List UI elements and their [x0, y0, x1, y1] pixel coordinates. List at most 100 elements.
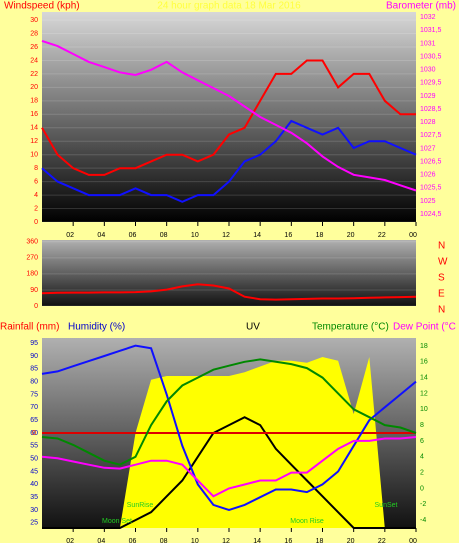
x-tick-label: 14	[253, 538, 261, 543]
y-tick-label: 28	[30, 30, 38, 37]
x-tick-label: 02	[66, 232, 74, 239]
direction-label: E	[438, 289, 445, 300]
x-tick-label: 20	[347, 538, 355, 543]
y2-tick-label: 14	[420, 374, 428, 381]
y-tick-label: 90	[30, 287, 38, 294]
y2-tick-label: -4	[420, 517, 426, 524]
y-tick-label: 14	[30, 125, 38, 132]
x-tick-label: 18	[316, 232, 324, 239]
series-line	[41, 436, 417, 498]
x-tick-label: 16	[284, 232, 292, 239]
y2-tick-label: 1025,5	[420, 185, 442, 192]
x-tick-label: 18	[316, 538, 324, 543]
y-tick-label: 45	[30, 468, 38, 475]
y2-tick-label: 1028	[420, 119, 436, 126]
y-tick-label: 12	[30, 138, 38, 145]
y2-tick-label: -2	[420, 501, 426, 508]
y-tick-label: 75	[30, 391, 38, 398]
y2-tick-label: 1024,5	[420, 211, 442, 218]
x-tick-label: 10	[191, 232, 199, 239]
x-tick-label: 16	[284, 538, 292, 543]
x-tick-label: 08	[160, 232, 168, 239]
x-tick-label: 20	[347, 232, 355, 239]
direction-label: N	[438, 241, 445, 252]
x-tick-label: 12	[222, 538, 230, 543]
x-tick-label: 04	[97, 538, 105, 543]
annotation: Moon Rise	[290, 518, 324, 525]
axis-title: Windspeed (kph)	[4, 1, 80, 12]
y-tick-label: 18	[30, 98, 38, 105]
y-tick-label: 30	[30, 17, 38, 24]
y-tick-label: 270	[26, 255, 38, 262]
rain-tick-label: 0	[32, 430, 36, 437]
chart-title: 24 hour graph data 18 Mar 2016	[157, 1, 301, 12]
axis-title: Humidity (%)	[68, 322, 125, 333]
y-tick-label: 50	[30, 456, 38, 463]
series-line	[41, 344, 417, 512]
x-tick-label: 08	[160, 538, 168, 543]
y-tick-label: 30	[30, 507, 38, 514]
y2-tick-label: 1027	[420, 145, 436, 152]
y-tick-label: 90	[30, 353, 38, 360]
y-tick-label: 70	[30, 404, 38, 411]
y2-tick-label: 1032	[420, 14, 436, 21]
series-line	[41, 283, 417, 301]
series-line	[41, 119, 417, 203]
y2-tick-label: 1030	[420, 67, 436, 74]
x-tick-label: 02	[66, 538, 74, 543]
y-tick-label: 180	[26, 271, 38, 278]
x-tick-label: 00	[409, 538, 417, 543]
axis-title: Barometer (mb)	[386, 1, 456, 12]
annotation: SunRise	[127, 502, 154, 509]
axis-title: Rainfall (mm)	[0, 322, 59, 333]
axis-title: Temperature (°C)	[312, 322, 389, 333]
y2-tick-label: 16	[420, 359, 428, 366]
y-tick-label: 360	[26, 239, 38, 246]
panel-wind	[42, 12, 416, 222]
y2-tick-label: 4	[420, 454, 424, 461]
annotation: SunSet	[375, 502, 398, 509]
y-tick-label: 25	[30, 520, 38, 527]
y2-tick-label: 1029	[420, 93, 436, 100]
series-line	[41, 358, 417, 466]
y-tick-label: 8	[34, 165, 38, 172]
y-tick-label: 6	[34, 178, 38, 185]
x-tick-label: 00	[409, 232, 417, 239]
y2-tick-label: 1030,5	[420, 53, 442, 60]
y2-tick-label: 1025	[420, 198, 436, 205]
y-tick-label: 24	[30, 57, 38, 64]
y-tick-label: 20	[30, 84, 38, 91]
y-tick-label: 35	[30, 494, 38, 501]
x-tick-label: 06	[129, 538, 137, 543]
x-tick-label: 22	[378, 538, 386, 543]
y2-tick-label: 10	[420, 406, 428, 413]
series-line	[41, 59, 416, 176]
x-tick-label: 04	[97, 232, 105, 239]
y-tick-label: 40	[30, 481, 38, 488]
direction-label: W	[438, 257, 448, 268]
axis-title: Dew Point (°C	[393, 322, 456, 333]
direction-label: N	[438, 305, 445, 316]
y-tick-label: 0	[34, 303, 38, 310]
y-tick-label: 60	[30, 430, 38, 437]
panel-direction	[42, 240, 416, 306]
y-tick-label: 95	[30, 340, 38, 347]
series-line	[41, 39, 417, 192]
y-tick-label: 2	[34, 205, 38, 212]
y-tick-label: 4	[34, 192, 38, 199]
annotation: Moon Set	[102, 518, 132, 525]
y2-tick-label: 1026	[420, 172, 436, 179]
y2-tick-label: 1031	[420, 40, 436, 47]
x-tick-label: 12	[222, 232, 230, 239]
series-line	[42, 416, 416, 529]
y-tick-label: 22	[30, 71, 38, 78]
y-tick-label: 0	[34, 219, 38, 226]
y2-tick-label: 2	[420, 469, 424, 476]
y2-tick-label: 18	[420, 343, 428, 350]
y2-tick-label: 8	[420, 422, 424, 429]
direction-label: S	[438, 273, 445, 284]
y-tick-label: 85	[30, 366, 38, 373]
y2-tick-label: 1028,5	[420, 106, 442, 113]
y2-tick-label: 1026,5	[420, 158, 442, 165]
